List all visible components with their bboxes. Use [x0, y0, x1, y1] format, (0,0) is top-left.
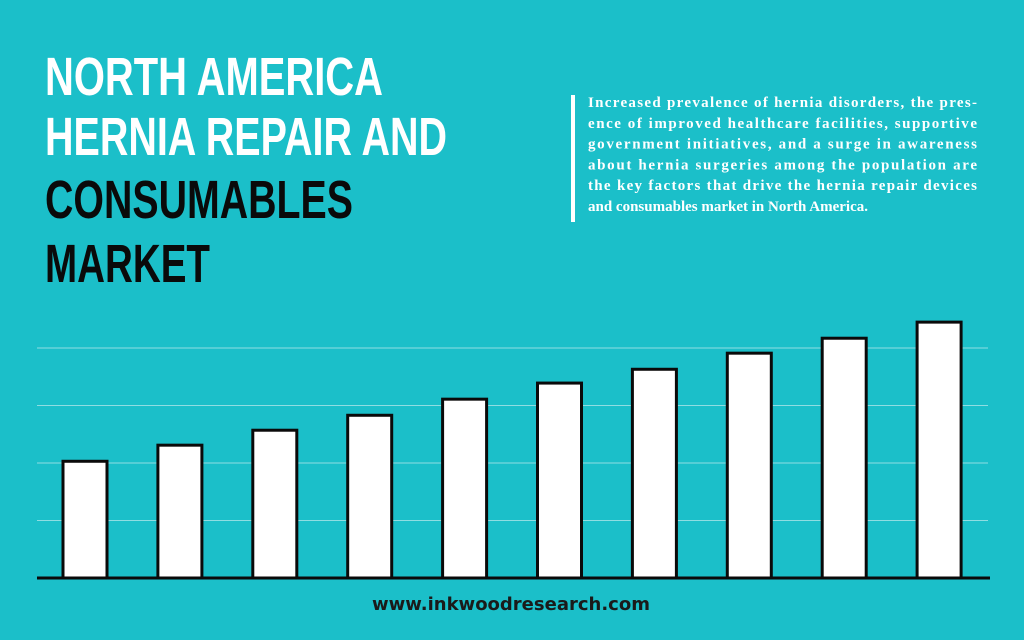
bar — [61, 459, 109, 580]
title-line: HERNIA REPAIR AND — [45, 107, 447, 167]
bar — [915, 320, 963, 580]
bar — [441, 397, 489, 580]
source: www.inkwoodresearch.com — [372, 594, 650, 615]
bar — [156, 443, 204, 580]
bar — [536, 381, 583, 580]
bar — [820, 336, 868, 580]
bar — [251, 428, 299, 580]
bar — [725, 351, 773, 580]
quote-bar — [571, 95, 575, 222]
description-line: Increased prevalence of hernia disorders… — [588, 95, 977, 111]
description-line: the key factors that drive the hernia re… — [588, 178, 977, 194]
title-line: MARKET — [45, 234, 210, 294]
title-line: CONSUMABLES — [45, 170, 353, 230]
description-line: ence of improved healthcare facilities, … — [588, 116, 977, 132]
bar — [346, 413, 394, 580]
description-line: about hernia surgeries among the populat… — [588, 157, 977, 173]
description-line: government initiatives, and a surge in a… — [588, 137, 977, 153]
bar — [630, 367, 678, 580]
description-line: and consumables market in North America. — [588, 199, 868, 215]
title-line: NORTH AMERICA — [45, 47, 383, 107]
